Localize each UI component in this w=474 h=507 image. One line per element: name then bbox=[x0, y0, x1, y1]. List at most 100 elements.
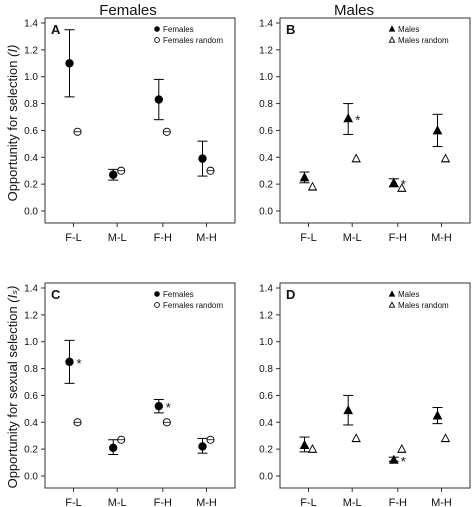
y-axis-label-top-symbol: (I) bbox=[5, 45, 20, 57]
observed-point bbox=[198, 154, 207, 163]
legend-label-observed: Males bbox=[398, 290, 419, 299]
y-tick-label: 0.0 bbox=[259, 472, 273, 483]
y-tick-label: 1.0 bbox=[24, 337, 38, 348]
y-tick-label: 1.0 bbox=[24, 72, 38, 83]
x-tick-label: M-H bbox=[431, 232, 452, 244]
panel-frame bbox=[44, 17, 236, 224]
y-tick-label: 0.4 bbox=[259, 153, 273, 164]
y-tick-label: 0.2 bbox=[259, 180, 273, 191]
y-tick-label: 0.0 bbox=[24, 472, 38, 483]
column-title-males: Males bbox=[334, 2, 374, 19]
y-tick-label: 0.2 bbox=[259, 445, 273, 456]
y-tick-label: 1.0 bbox=[259, 337, 273, 348]
observed-point bbox=[108, 443, 118, 452]
y-axis-label-bottom-text: Opportunity for sexual selection bbox=[5, 306, 20, 488]
observed-point bbox=[198, 442, 207, 451]
x-tick-label: F-L bbox=[300, 232, 317, 244]
legend-marker-random bbox=[154, 302, 160, 308]
x-tick-label: M-H bbox=[196, 497, 217, 507]
significance-asterisk: * bbox=[166, 400, 171, 415]
y-tick-label: 0.8 bbox=[24, 99, 38, 110]
legend-label-random: Males random bbox=[398, 36, 449, 45]
y-tick-label: 1.4 bbox=[259, 19, 273, 30]
legend-marker-random bbox=[388, 36, 396, 43]
x-tick-label: M-H bbox=[431, 497, 452, 507]
y-tick-label: 1.2 bbox=[259, 310, 273, 321]
y-tick-label: 1.0 bbox=[259, 72, 273, 83]
observed-point bbox=[154, 401, 163, 411]
panel-label: B bbox=[286, 22, 295, 37]
observed-point bbox=[432, 125, 443, 135]
x-tick-label: F-H bbox=[389, 232, 407, 244]
y-tick-label: 0.8 bbox=[259, 99, 273, 110]
x-tick-label: M-L bbox=[343, 232, 362, 244]
legend-label-observed: Females bbox=[163, 290, 194, 299]
legend-label-observed: Females bbox=[163, 25, 194, 34]
panel-label: C bbox=[51, 287, 61, 302]
random-point bbox=[307, 444, 318, 453]
x-tick-label: M-L bbox=[108, 497, 127, 507]
y-tick-label: 0.0 bbox=[259, 207, 273, 218]
observed-point bbox=[108, 170, 118, 179]
observed-point bbox=[388, 454, 399, 464]
random-point bbox=[351, 433, 361, 443]
x-tick-label: F-L bbox=[300, 497, 317, 507]
x-tick-label: F-H bbox=[389, 497, 407, 507]
panel-b: B 0.0 0.2 0.4 0.6 0.8 1.0 1.2 1.4 F-L M-L F-H M-H * * M… bbox=[259, 17, 471, 244]
significance-asterisk: * bbox=[355, 112, 360, 127]
random-point bbox=[307, 181, 318, 191]
y-tick-label: 1.4 bbox=[259, 284, 273, 295]
y-tick-label: 0.2 bbox=[24, 180, 38, 191]
y-tick-label: 0.4 bbox=[24, 153, 38, 164]
y-tick-label: 1.4 bbox=[24, 19, 38, 30]
observed-point bbox=[65, 357, 74, 367]
panel-c: C 0.0 0.2 0.4 0.6 0.8 1.0 1.2 1.4 F-L M-L F-H M-H * * F… bbox=[24, 282, 236, 507]
y-tick-label: 0.6 bbox=[24, 391, 38, 402]
legend-marker-observed bbox=[154, 291, 160, 297]
y-tick-label: 0.0 bbox=[24, 207, 38, 218]
y-tick-label: 1.2 bbox=[24, 310, 38, 321]
panel-frame bbox=[279, 282, 471, 489]
y-tick-label: 1.2 bbox=[24, 45, 38, 56]
random-point bbox=[397, 444, 407, 453]
legend-marker-observed bbox=[154, 26, 160, 32]
panel-label: A bbox=[51, 22, 61, 37]
random-point bbox=[351, 153, 361, 163]
y-tick-label: 0.4 bbox=[24, 418, 38, 429]
y-tick-label: 0.8 bbox=[259, 364, 273, 375]
legend-marker-observed bbox=[388, 290, 396, 297]
x-tick-label: M-L bbox=[108, 232, 127, 244]
y-axis-label-top-text: Opportunity for selection bbox=[5, 61, 20, 202]
x-tick-label: M-L bbox=[343, 497, 362, 507]
panel-frame bbox=[279, 17, 471, 224]
significance-asterisk: * bbox=[77, 356, 82, 371]
y-tick-label: 0.2 bbox=[24, 445, 38, 456]
x-tick-label: F-H bbox=[154, 497, 172, 507]
y-tick-label: 0.6 bbox=[259, 126, 273, 137]
panel-a: A 0.0 0.2 0.4 0.6 0.8 1.0 1.2 1.4 F-L M-L F-H M-H Fem… bbox=[24, 17, 236, 244]
x-tick-label: F-L bbox=[65, 497, 82, 507]
observed-point bbox=[299, 439, 310, 450]
column-title-females: Females bbox=[99, 2, 157, 19]
y-axis-label-bottom-symbol: (Iₛ) bbox=[5, 286, 20, 303]
y-axis-label-top: Opportunity for selection (I) bbox=[5, 45, 20, 202]
observed-point bbox=[154, 95, 163, 104]
legend-label-random: Males random bbox=[398, 301, 449, 310]
legend-marker-random bbox=[154, 37, 160, 43]
observed-point bbox=[343, 113, 354, 123]
x-tick-label: F-L bbox=[65, 232, 82, 244]
y-tick-label: 0.6 bbox=[259, 391, 273, 402]
legend-label-random: Females random bbox=[163, 36, 223, 45]
x-tick-label: F-H bbox=[154, 232, 172, 244]
significance-asterisk: * bbox=[401, 454, 406, 469]
random-point bbox=[440, 433, 451, 443]
legend-marker-observed bbox=[388, 25, 396, 32]
panel-frame bbox=[44, 282, 236, 489]
panel-d: D 0.0 0.2 0.4 0.6 0.8 1.0 1.2 1.4 F-L M-L F-H M-H * Ma… bbox=[259, 282, 471, 507]
random-point bbox=[440, 153, 451, 163]
observed-point bbox=[432, 410, 443, 420]
y-tick-label: 0.6 bbox=[24, 126, 38, 137]
x-tick-label: M-H bbox=[196, 232, 217, 244]
y-tick-label: 1.4 bbox=[24, 284, 38, 295]
